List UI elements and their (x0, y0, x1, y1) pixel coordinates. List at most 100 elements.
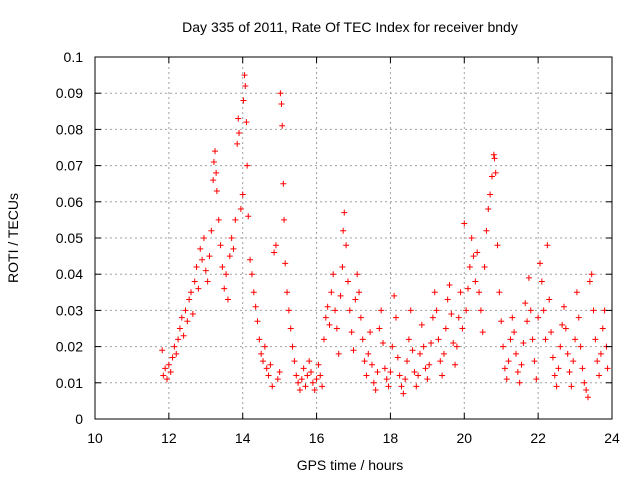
data-point (404, 358, 411, 365)
data-point (317, 372, 324, 379)
data-point (241, 72, 248, 79)
data-point (278, 101, 285, 108)
data-point (474, 249, 481, 256)
data-point (302, 383, 309, 390)
data-point (210, 158, 217, 165)
data-point (208, 227, 215, 234)
data-point (269, 383, 276, 390)
data-point (459, 325, 466, 332)
data-point (579, 365, 586, 372)
data-point (311, 387, 318, 394)
data-point (279, 122, 286, 129)
data-point (437, 358, 444, 365)
data-point (380, 339, 387, 346)
data-point (306, 358, 313, 365)
data-point (252, 303, 259, 310)
data-point (491, 155, 498, 162)
data-point (248, 271, 255, 278)
data-point (398, 383, 405, 390)
data-points (159, 72, 611, 401)
data-point (258, 350, 265, 357)
data-point (389, 343, 396, 350)
data-point (507, 336, 514, 343)
data-point (470, 253, 477, 260)
data-point (402, 376, 409, 383)
data-point (215, 216, 222, 223)
data-point (296, 387, 303, 394)
data-point (230, 245, 237, 252)
data-point (463, 307, 470, 314)
data-point (572, 336, 579, 343)
data-point (553, 383, 560, 390)
data-point (235, 115, 242, 122)
data-point (206, 253, 213, 260)
data-point (413, 383, 420, 390)
data-point (492, 169, 499, 176)
data-point (588, 271, 595, 278)
data-point (483, 227, 490, 234)
data-point (354, 271, 361, 278)
data-point (367, 329, 374, 336)
data-point (200, 235, 207, 241)
data-point (335, 350, 342, 357)
data-point (217, 242, 224, 249)
data-point (381, 365, 388, 372)
data-point (199, 256, 206, 263)
data-point (440, 350, 447, 357)
data-point (531, 358, 538, 365)
data-point (509, 314, 516, 321)
x-tick-label: 20 (456, 430, 472, 446)
data-point (544, 242, 551, 249)
data-point (188, 289, 195, 296)
data-point (243, 119, 250, 126)
axis-ticks (94, 56, 613, 420)
data-point (604, 365, 611, 372)
data-point (213, 187, 220, 194)
data-point (409, 347, 416, 354)
data-point (540, 307, 547, 314)
data-point (320, 336, 327, 343)
data-point (444, 296, 451, 303)
data-point (340, 227, 347, 234)
data-point (596, 372, 603, 379)
data-point (242, 82, 249, 89)
data-point (267, 361, 274, 368)
data-point (300, 365, 307, 372)
data-point (407, 307, 414, 314)
data-point (250, 289, 257, 296)
data-point (481, 263, 488, 270)
data-point (439, 372, 446, 379)
data-point (498, 318, 505, 325)
data-point (400, 390, 407, 397)
data-point (446, 282, 453, 289)
data-point (536, 260, 543, 267)
y-tick-label: 0.04 (56, 266, 83, 282)
data-point (363, 372, 370, 379)
data-point (281, 216, 288, 223)
data-point (533, 376, 540, 383)
data-point (245, 213, 252, 220)
data-point (524, 318, 531, 325)
x-tick-label: 16 (309, 430, 325, 446)
data-point (455, 314, 462, 321)
data-point (298, 376, 305, 383)
data-point (175, 336, 182, 343)
data-point (282, 260, 289, 267)
data-point (287, 325, 294, 332)
data-point (429, 314, 436, 321)
data-point (350, 347, 357, 354)
data-point (169, 354, 176, 361)
data-point (466, 263, 473, 270)
data-point (424, 376, 431, 383)
data-point (254, 318, 261, 325)
y-tick-label: 0.05 (56, 230, 83, 246)
x-tick-label: 18 (383, 430, 399, 446)
data-point (228, 235, 235, 241)
data-point (477, 307, 484, 314)
data-point (263, 365, 270, 372)
data-point (396, 372, 403, 379)
data-point (387, 368, 394, 375)
data-point (516, 379, 523, 386)
data-point (319, 383, 326, 390)
data-point (309, 379, 316, 386)
